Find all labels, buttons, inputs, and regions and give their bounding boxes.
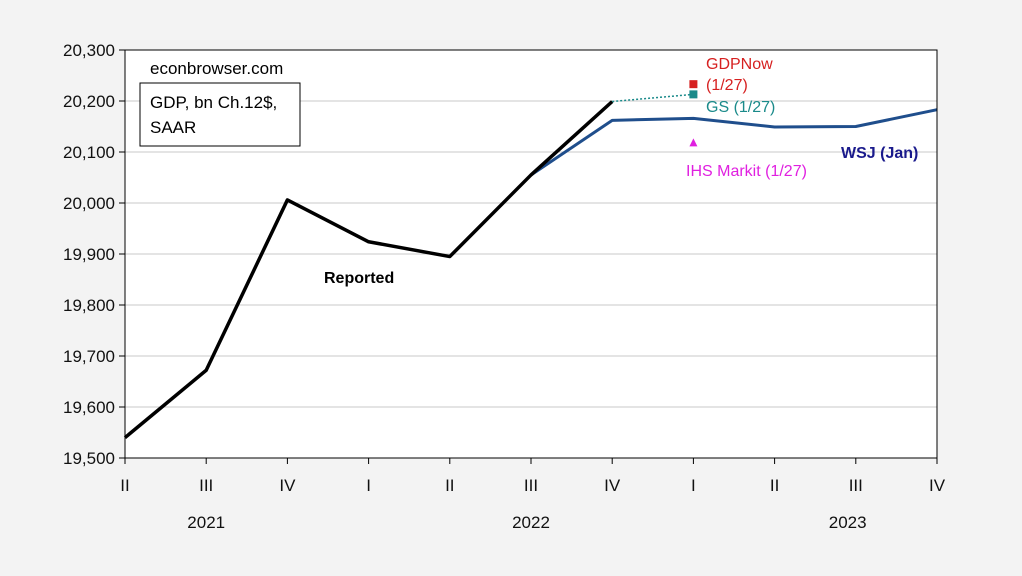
y-tick-label: 19,700 (63, 347, 115, 366)
legend-line-1: GDP, bn Ch.12$, (150, 93, 277, 112)
x-tick-label: III (524, 476, 538, 495)
x-tick-label: I (691, 476, 696, 495)
x-tick-label: II (445, 476, 454, 495)
x-axis-ticks: II III IV I II III IV I II III IV (120, 458, 946, 495)
wsj-label: WSJ (Jan) (841, 145, 918, 162)
y-tick-label: 20,000 (63, 194, 115, 213)
y-tick-label: 19,900 (63, 245, 115, 264)
gdpnow-marker (689, 80, 698, 89)
series-lines (123, 93, 938, 439)
year-label: 2021 (187, 513, 225, 532)
source-label: econbrowser.com (150, 59, 283, 78)
x-tick-label: IV (279, 476, 296, 495)
y-tick-label: 20,200 (63, 92, 115, 111)
plot-border (124, 49, 938, 459)
y-tick-label: 19,600 (63, 398, 115, 417)
x-tick-label: III (199, 476, 213, 495)
gs-label: GS (1/27) (706, 99, 775, 116)
legend-box (139, 82, 301, 147)
year-label: 2023 (829, 513, 867, 532)
gdpnow-label: GDPNow (706, 56, 773, 73)
legend-line-2: SAAR (150, 118, 196, 137)
series-line-reported (123, 100, 614, 439)
series-line-wsj-jan (530, 108, 938, 177)
gs-dotted-link (612, 93, 694, 103)
x-tick-label: II (770, 476, 779, 495)
y-axis-ticks: 19,500 19,600 19,700 19,800 19,900 20,000 20,1… (63, 41, 125, 468)
annotations: GDPNow (1/27) GS (1/27) IHS Markit (1/27) Re… (324, 56, 918, 287)
y-tick-label: 19,500 (63, 449, 115, 468)
y-tick-label: 20,300 (63, 41, 115, 60)
year-label: 2022 (512, 513, 550, 532)
x-tick-label: II (120, 476, 129, 495)
y-tick-label: 20,100 (63, 143, 115, 162)
year-labels: 2021 2022 2023 (187, 513, 866, 532)
x-tick-label: I (366, 476, 371, 495)
gs-marker (689, 90, 698, 99)
x-tick-label: III (849, 476, 863, 495)
gdpnow-date-label: (1/27) (706, 77, 748, 94)
ihs-markit-label: IHS Markit (1/27) (686, 163, 807, 180)
ihs-markit-marker (689, 138, 698, 147)
y-tick-label: 19,800 (63, 296, 115, 315)
x-tick-label: IV (604, 476, 621, 495)
forecast-points (689, 80, 698, 147)
reported-label: Reported (324, 270, 394, 287)
x-tick-label: IV (929, 476, 946, 495)
